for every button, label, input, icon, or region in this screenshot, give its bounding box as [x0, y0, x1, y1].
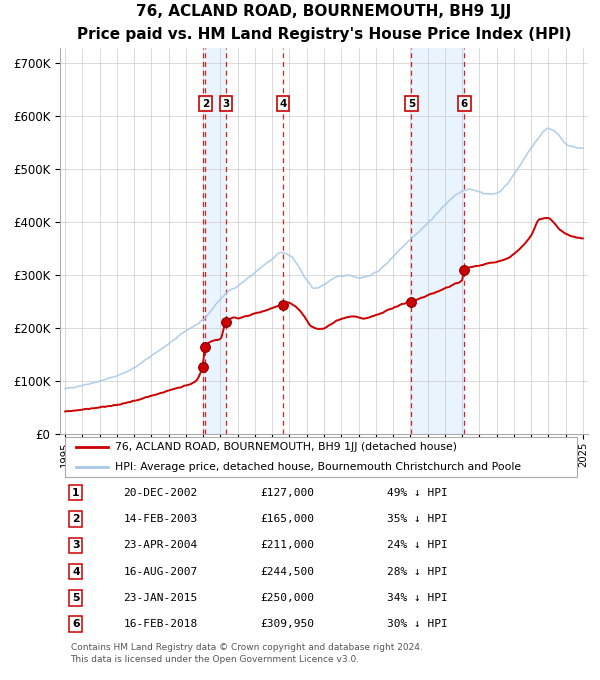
Text: 20-DEC-2002: 20-DEC-2002 [124, 488, 197, 498]
Text: 28% ↓ HPI: 28% ↓ HPI [388, 566, 448, 577]
Text: 3: 3 [72, 541, 80, 550]
Text: £244,500: £244,500 [260, 566, 314, 577]
Text: £250,000: £250,000 [260, 593, 314, 603]
Text: 24% ↓ HPI: 24% ↓ HPI [388, 541, 448, 550]
Bar [205, 48, 226, 434]
Text: £211,000: £211,000 [260, 541, 314, 550]
Text: £165,000: £165,000 [260, 514, 314, 524]
Text: £309,950: £309,950 [260, 619, 314, 629]
Text: 16-AUG-2007: 16-AUG-2007 [124, 566, 197, 577]
Text: Contains HM Land Registry data © Crown copyright and database right 2024.
This d: Contains HM Land Registry data © Crown c… [71, 643, 422, 664]
Text: 16-FEB-2018: 16-FEB-2018 [124, 619, 197, 629]
Text: 35% ↓ HPI: 35% ↓ HPI [388, 514, 448, 524]
Text: 5: 5 [408, 99, 415, 109]
Text: 2: 2 [202, 99, 209, 109]
Text: 76, ACLAND ROAD, BOURNEMOUTH, BH9 1JJ (detached house): 76, ACLAND ROAD, BOURNEMOUTH, BH9 1JJ (d… [115, 442, 457, 452]
Text: £127,000: £127,000 [260, 488, 314, 498]
Text: 49% ↓ HPI: 49% ↓ HPI [388, 488, 448, 498]
Text: 6: 6 [461, 99, 468, 109]
Text: 23-JAN-2015: 23-JAN-2015 [124, 593, 197, 603]
Text: 34% ↓ HPI: 34% ↓ HPI [388, 593, 448, 603]
Text: 1: 1 [72, 488, 80, 498]
Text: 6: 6 [72, 619, 80, 629]
FancyBboxPatch shape [65, 437, 577, 477]
Text: 30% ↓ HPI: 30% ↓ HPI [388, 619, 448, 629]
Title: 76, ACLAND ROAD, BOURNEMOUTH, BH9 1JJ
Price paid vs. HM Land Registry's House Pr: 76, ACLAND ROAD, BOURNEMOUTH, BH9 1JJ Pr… [77, 4, 571, 42]
Text: 2: 2 [72, 514, 80, 524]
Text: 14-FEB-2003: 14-FEB-2003 [124, 514, 197, 524]
Text: 23-APR-2004: 23-APR-2004 [124, 541, 197, 550]
Text: 4: 4 [72, 566, 80, 577]
Text: HPI: Average price, detached house, Bournemouth Christchurch and Poole: HPI: Average price, detached house, Bour… [115, 462, 521, 472]
Text: 5: 5 [72, 593, 80, 603]
Bar [412, 48, 464, 434]
Text: 3: 3 [222, 99, 229, 109]
Text: 4: 4 [279, 99, 287, 109]
